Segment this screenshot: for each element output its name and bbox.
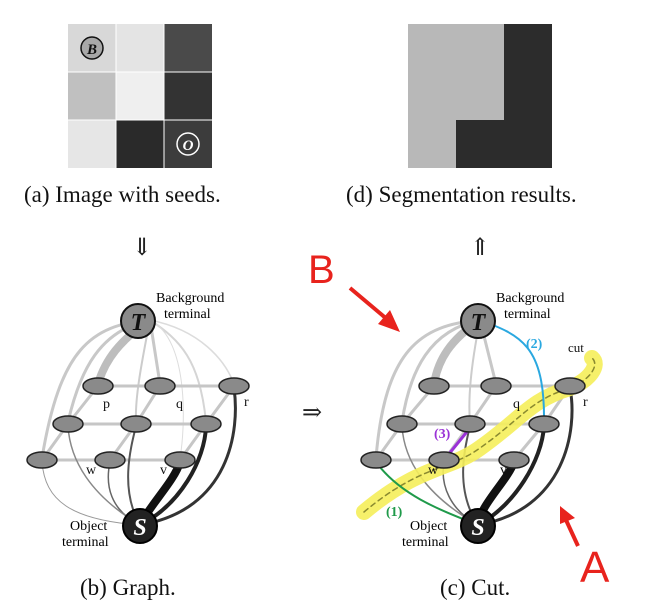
svg-text:Object: Object bbox=[410, 519, 447, 534]
mark-2: (2) bbox=[526, 337, 543, 352]
caption-b: (b) Graph. bbox=[80, 575, 176, 600]
node-q bbox=[144, 377, 176, 395]
cut-diagram: q r w v cut (1) (2) (3) T Background ter… bbox=[348, 286, 610, 590]
segmentation-result bbox=[408, 24, 552, 168]
down-arrow: ⇓ bbox=[132, 235, 153, 261]
svg-text:S: S bbox=[133, 515, 146, 541]
caption-a: (a) Image with seeds. bbox=[24, 182, 221, 207]
annotation-arrow-a bbox=[560, 506, 580, 547]
svg-text:v: v bbox=[500, 463, 507, 478]
pixel-cell bbox=[116, 72, 164, 120]
background-terminal: T bbox=[120, 303, 156, 339]
pixel-cell bbox=[116, 24, 164, 72]
pixel-cell bbox=[164, 24, 212, 72]
svg-text:p: p bbox=[103, 397, 110, 412]
mark-1: (1) bbox=[386, 505, 403, 520]
seed-image: B O bbox=[68, 24, 212, 168]
svg-text:cut: cut bbox=[568, 340, 584, 355]
svg-text:w: w bbox=[428, 463, 439, 478]
pixel-cell bbox=[116, 120, 164, 168]
annotation-arrow-b bbox=[348, 286, 400, 332]
annotation-a: A bbox=[580, 543, 610, 590]
object-terminal: S bbox=[122, 508, 158, 544]
svg-text:v: v bbox=[160, 463, 167, 478]
svg-text:S: S bbox=[471, 515, 484, 541]
svg-text:terminal: terminal bbox=[402, 535, 449, 550]
svg-text:O: O bbox=[183, 138, 194, 154]
pixel-cell bbox=[68, 120, 116, 168]
caption-d: (d) Segmentation results. bbox=[346, 182, 577, 207]
graph-diagram: p q r w v T Background terminal S Object… bbox=[26, 291, 250, 550]
svg-text:Background: Background bbox=[496, 291, 564, 306]
caption-c: (c) Cut. bbox=[440, 575, 511, 600]
up-arrow: ⇑ bbox=[470, 235, 491, 261]
pixel-cell bbox=[68, 72, 116, 120]
svg-text:terminal: terminal bbox=[62, 535, 109, 550]
annotation-b: B bbox=[308, 248, 335, 292]
svg-text:T: T bbox=[471, 310, 487, 336]
right-arrow: ⇒ bbox=[302, 400, 323, 426]
svg-text:w: w bbox=[86, 463, 97, 478]
svg-text:q: q bbox=[513, 397, 520, 412]
node-p bbox=[82, 377, 114, 395]
svg-text:Background: Background bbox=[156, 291, 224, 306]
mark-3: (3) bbox=[434, 427, 451, 442]
node-v bbox=[164, 451, 196, 469]
svg-text:q: q bbox=[176, 397, 183, 412]
background-terminal-c: T bbox=[460, 303, 496, 339]
svg-text:T: T bbox=[131, 310, 147, 336]
node-w bbox=[94, 451, 126, 469]
node-r bbox=[218, 377, 250, 395]
object-terminal-c: S bbox=[460, 508, 496, 544]
object-seed: O bbox=[176, 132, 200, 156]
svg-text:B: B bbox=[86, 42, 97, 58]
svg-text:terminal: terminal bbox=[504, 307, 551, 322]
svg-text:terminal: terminal bbox=[164, 307, 211, 322]
svg-text:r: r bbox=[583, 395, 588, 410]
background-seed: B bbox=[80, 36, 104, 60]
svg-text:r: r bbox=[244, 395, 249, 410]
svg-text:Object: Object bbox=[70, 519, 107, 534]
pixel-cell bbox=[164, 72, 212, 120]
